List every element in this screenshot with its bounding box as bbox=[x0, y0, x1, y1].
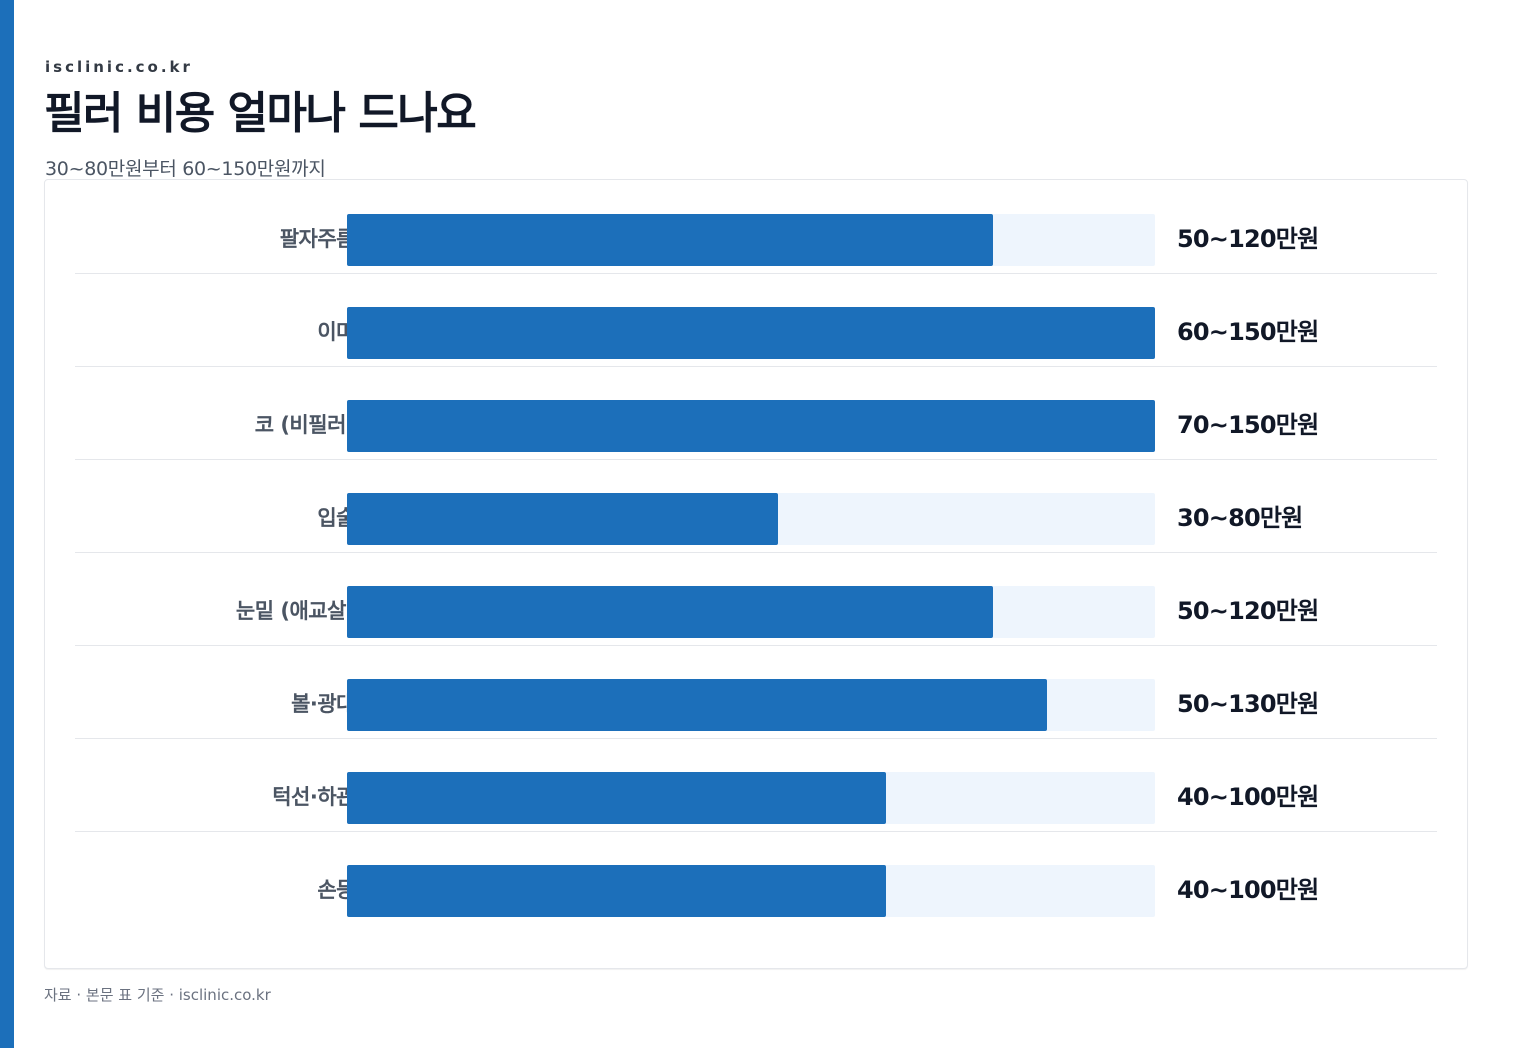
bar-row: 턱선·하관 40~100만원 bbox=[75, 738, 1437, 832]
bar bbox=[347, 400, 1155, 452]
source-note: 자료 · 본문 표 기준 · isclinic.co.kr bbox=[44, 986, 271, 1004]
bar-track bbox=[347, 679, 1155, 731]
bar bbox=[347, 679, 1047, 731]
value-label: 70~150만원 bbox=[1177, 411, 1319, 439]
value-label: 50~130만원 bbox=[1177, 690, 1319, 718]
category-label: 코 (비필러) bbox=[254, 413, 356, 437]
bar-track bbox=[347, 307, 1155, 359]
bar bbox=[347, 586, 993, 638]
site-name: isclinic.co.kr bbox=[45, 58, 193, 76]
value-label: 50~120만원 bbox=[1177, 597, 1319, 625]
chart-title: 필러 비용 얼마나 드나요 bbox=[44, 88, 477, 139]
bar-row: 볼·광대 50~130만원 bbox=[75, 645, 1437, 739]
bar bbox=[347, 214, 993, 266]
bar-track bbox=[347, 400, 1155, 452]
bar-row: 손등 40~100만원 bbox=[75, 831, 1437, 924]
accent-bar bbox=[0, 0, 14, 1048]
bar bbox=[347, 307, 1155, 359]
bar-row: 코 (비필러) 70~150만원 bbox=[75, 366, 1437, 460]
bar-track bbox=[347, 493, 1155, 545]
chart-subtitle: 30~80만원부터 60~150만원까지 bbox=[45, 158, 326, 180]
category-label: 팔자주름 bbox=[279, 227, 356, 251]
bar-row: 이마 60~150만원 bbox=[75, 273, 1437, 367]
value-label: 40~100만원 bbox=[1177, 876, 1319, 904]
bar bbox=[347, 865, 886, 917]
bar-row: 눈밑 (애교살) 50~120만원 bbox=[75, 552, 1437, 646]
value-label: 60~150만원 bbox=[1177, 318, 1319, 346]
bar-track bbox=[347, 586, 1155, 638]
value-label: 40~100만원 bbox=[1177, 783, 1319, 811]
bar-track bbox=[347, 772, 1155, 824]
chart-card: 팔자주름 50~120만원 이마 60~150만원 코 (비필러) 70~150만원 입술 3… bbox=[44, 179, 1468, 969]
bar bbox=[347, 772, 886, 824]
category-label: 턱선·하관 bbox=[272, 785, 355, 809]
bar-track bbox=[347, 214, 1155, 266]
category-label: 눈밑 (애교살) bbox=[235, 599, 356, 623]
value-label: 50~120만원 bbox=[1177, 225, 1319, 253]
bar bbox=[347, 493, 778, 545]
category-label: 볼·광대 bbox=[291, 692, 355, 716]
bar-row: 입술 30~80만원 bbox=[75, 459, 1437, 553]
bar-row: 팔자주름 50~120만원 bbox=[75, 180, 1437, 274]
value-label: 30~80만원 bbox=[1177, 504, 1303, 532]
bar-track bbox=[347, 865, 1155, 917]
